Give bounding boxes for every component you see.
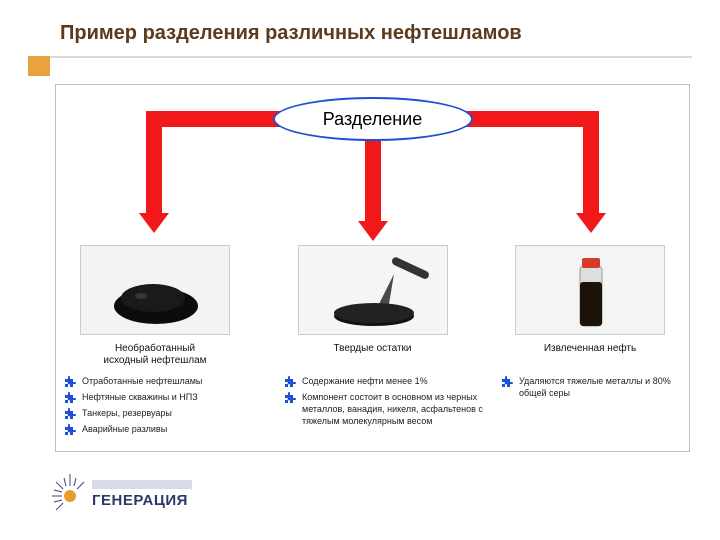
bullets-oil: Удаляются тяжелые металлы и 80% общей се… bbox=[501, 375, 676, 403]
bullet-text: Компонент состоит в основном из черных м… bbox=[302, 391, 484, 427]
puzzle-icon bbox=[284, 392, 296, 404]
list-item: Содержание нефти менее 1% bbox=[284, 375, 484, 387]
accent-tab bbox=[28, 56, 50, 76]
caption-source: Необработанныйисходный нефтешлам bbox=[70, 343, 240, 367]
puzzle-icon bbox=[501, 376, 513, 388]
puzzle-icon bbox=[64, 376, 76, 388]
separation-label: Разделение bbox=[323, 109, 423, 130]
brand-text: ГЕНЕРАЦИЯ bbox=[92, 492, 188, 509]
bullets-source: Отработанные нефтешламы Нефтяные скважин… bbox=[64, 375, 254, 440]
list-item: Аварийные разливы bbox=[64, 423, 254, 435]
bullet-text: Аварийные разливы bbox=[82, 423, 167, 435]
slide-title: Пример разделения различных нефтешламов bbox=[60, 22, 522, 45]
list-item: Отработанные нефтешламы bbox=[64, 375, 254, 387]
list-item: Удаляются тяжелые металлы и 80% общей се… bbox=[501, 375, 676, 399]
bullet-text: Удаляются тяжелые металлы и 80% общей се… bbox=[519, 375, 676, 399]
arrow-right bbox=[449, 111, 689, 231]
logo: ГЕНЕРАЦИЯ bbox=[40, 470, 200, 520]
separation-node: Разделение bbox=[273, 97, 473, 141]
caption-solids: Твердые остатки bbox=[288, 343, 458, 355]
puzzle-icon bbox=[64, 392, 76, 404]
list-item: Компонент состоит в основном из черных м… bbox=[284, 391, 484, 427]
sun-icon bbox=[46, 472, 86, 512]
photo-source bbox=[80, 245, 230, 335]
bullet-text: Нефтяные скважины и НПЗ bbox=[82, 391, 198, 403]
bullet-text: Танкеры, резервуары bbox=[82, 407, 172, 419]
bullet-text: Отработанные нефтешламы bbox=[82, 375, 202, 387]
list-item: Нефтяные скважины и НПЗ bbox=[64, 391, 254, 403]
puzzle-icon bbox=[64, 424, 76, 436]
puzzle-icon bbox=[284, 376, 296, 388]
logo-tagline-stripe bbox=[92, 480, 192, 489]
bullet-text: Содержание нефти менее 1% bbox=[302, 375, 428, 387]
panel-source: Необработанныйисходный нефтешлам bbox=[70, 245, 240, 367]
arrow-left bbox=[56, 111, 296, 231]
photo-oil bbox=[515, 245, 665, 335]
panel-oil: Извлеченная нефть bbox=[505, 245, 675, 355]
caption-oil: Извлеченная нефть bbox=[505, 343, 675, 355]
photo-solids bbox=[298, 245, 448, 335]
bullets-solids: Содержание нефти менее 1% Компонент сост… bbox=[284, 375, 484, 432]
diagram-frame: Разделение Необработанныйисходный нефтеш… bbox=[55, 84, 690, 452]
panel-solids: Твердые остатки bbox=[288, 245, 458, 355]
list-item: Танкеры, резервуары bbox=[64, 407, 254, 419]
title-underline bbox=[28, 56, 692, 58]
puzzle-icon bbox=[64, 408, 76, 420]
